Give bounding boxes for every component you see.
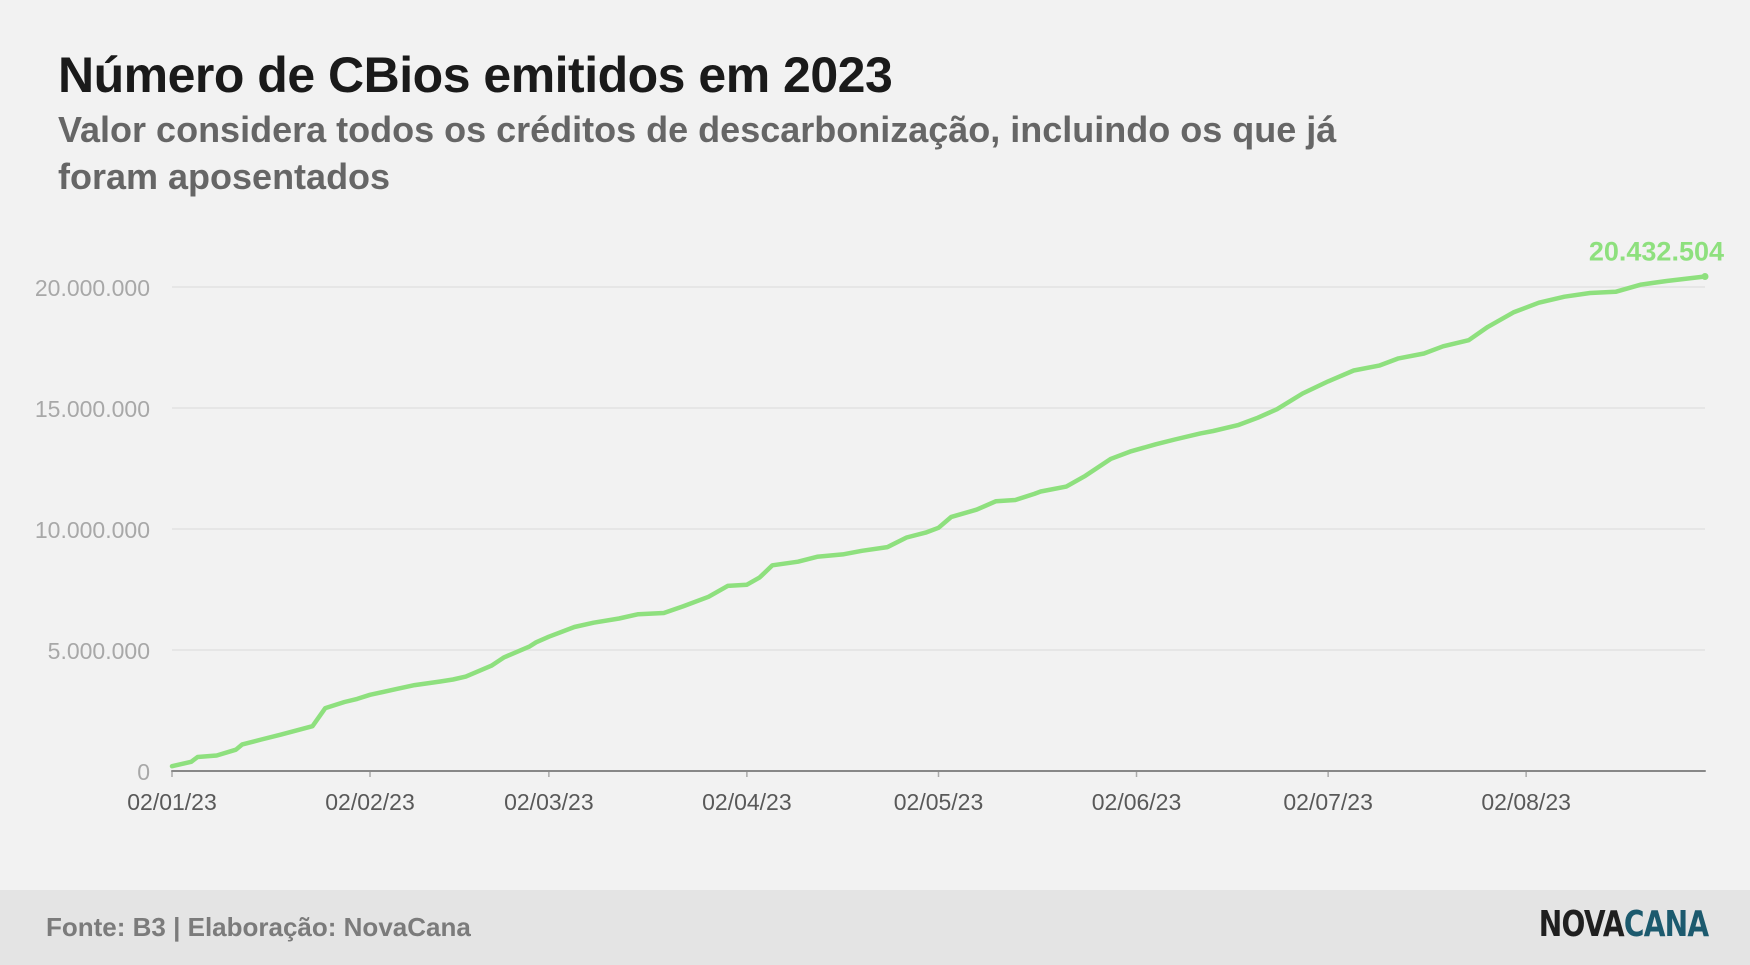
novacana-logo: NOVACANA xyxy=(1538,904,1708,945)
x-tick-label: 02/01/23 xyxy=(127,789,217,815)
footer-bar: Fonte: B3 | Elaboração: NovaCana NOVACAN… xyxy=(0,890,1750,965)
y-tick-label: 20.000.000 xyxy=(35,275,150,301)
source-credit: Fonte: B3 | Elaboração: NovaCana xyxy=(46,912,471,942)
x-tick-label: 02/04/23 xyxy=(702,789,792,815)
y-tick-label: 10.000.000 xyxy=(35,517,150,543)
series-end-point xyxy=(1701,273,1709,281)
x-tick-label: 02/07/23 xyxy=(1283,789,1373,815)
chart-header: Número de CBios emitidos em 2023 Valor c… xyxy=(58,44,1458,200)
y-tick-label: 5.000.000 xyxy=(48,638,150,664)
y-tick-label: 0 xyxy=(137,759,150,785)
x-tick-label: 02/05/23 xyxy=(894,789,984,815)
x-tick-label: 02/03/23 xyxy=(504,789,594,815)
end-value-label: 20.432.504 xyxy=(1589,237,1724,267)
x-tick-label: 02/08/23 xyxy=(1481,789,1571,815)
logo-nova-text: NOVA xyxy=(1538,904,1624,945)
series-line-cbios-emitted xyxy=(169,274,1708,769)
logo-cana-text: CANA xyxy=(1623,904,1709,945)
line-chart: 0 5.000.000 10.000.000 15.000.000 20.000.000… xyxy=(35,237,1724,815)
x-tick-label: 02/06/23 xyxy=(1092,789,1182,815)
y-tick-label: 15.000.000 xyxy=(35,396,150,422)
x-tick-label: 02/02/23 xyxy=(325,789,415,815)
chart-title: Número de CBios emitidos em 2023 xyxy=(58,47,893,103)
chart-subtitle: Valor considera todos os créditos de des… xyxy=(58,109,1337,197)
